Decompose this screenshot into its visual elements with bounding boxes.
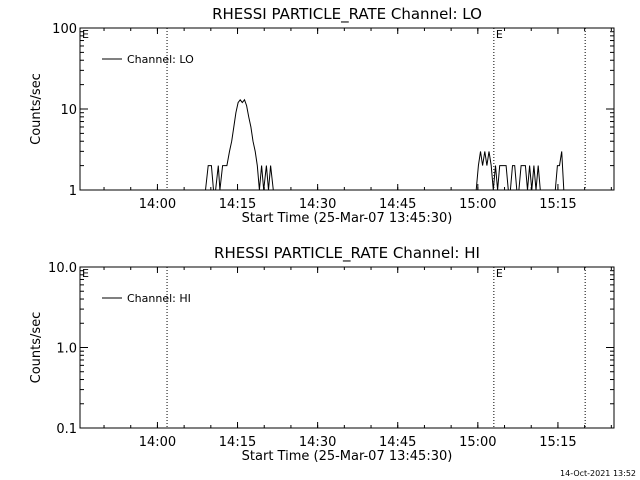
- y-tick-label: 0.1: [56, 422, 77, 437]
- legend-label: Channel: HI: [127, 292, 191, 305]
- x-tick-label: 15:15: [539, 197, 576, 212]
- chart-title: RHESSI PARTICLE_RATE Channel: HI: [214, 244, 480, 263]
- x-tick-label: 14:15: [219, 435, 256, 450]
- y-tick-label: 10.0: [48, 261, 77, 276]
- x-tick-label: 15:00: [459, 435, 496, 450]
- x-tick-label: 14:30: [299, 435, 336, 450]
- y-axis-label: Counts/sec: [29, 73, 44, 145]
- y-tick-label: 10: [60, 103, 77, 118]
- x-tick-label: 14:45: [379, 435, 416, 450]
- x-tick-label: 14:00: [139, 435, 176, 450]
- x-tick-label: 14:15: [219, 197, 256, 212]
- x-axis-label: Start Time (25-Mar-07 13:45:30): [242, 449, 453, 464]
- y-tick-label: 1.0: [56, 342, 77, 357]
- x-tick-label: 14:30: [299, 197, 336, 212]
- x-axis-label: Start Time (25-Mar-07 13:45:30): [242, 211, 453, 226]
- event-marker-label: E: [496, 28, 503, 41]
- y-tick-label: 100: [52, 22, 77, 37]
- timestamp: 14-Oct-2021 13:52: [560, 469, 636, 478]
- chart-panel-hi: RHESSI PARTICLE_RATE Channel: HI 14:00 14:…: [29, 244, 615, 464]
- x-tick-label: 15:00: [459, 197, 496, 212]
- chart-panel-lo: RHESSI PARTICLE_RATE Channel: LO 14:00 14:…: [29, 5, 615, 226]
- chart-title: RHESSI PARTICLE_RATE Channel: LO: [212, 5, 482, 24]
- x-tick-label: 15:15: [539, 435, 576, 450]
- y-axis-label: Counts/sec: [29, 312, 44, 384]
- event-marker-label: E: [496, 267, 503, 280]
- x-tick-label: 14:00: [139, 197, 176, 212]
- series-line: [205, 98, 274, 191]
- y-tick-label: 1: [69, 184, 77, 199]
- legend-label: Channel: LO: [127, 53, 194, 66]
- event-marker-label: E: [82, 28, 89, 41]
- x-tick-label: 14:45: [379, 197, 416, 212]
- event-marker-label: E: [82, 267, 89, 280]
- series-line: [475, 151, 569, 191]
